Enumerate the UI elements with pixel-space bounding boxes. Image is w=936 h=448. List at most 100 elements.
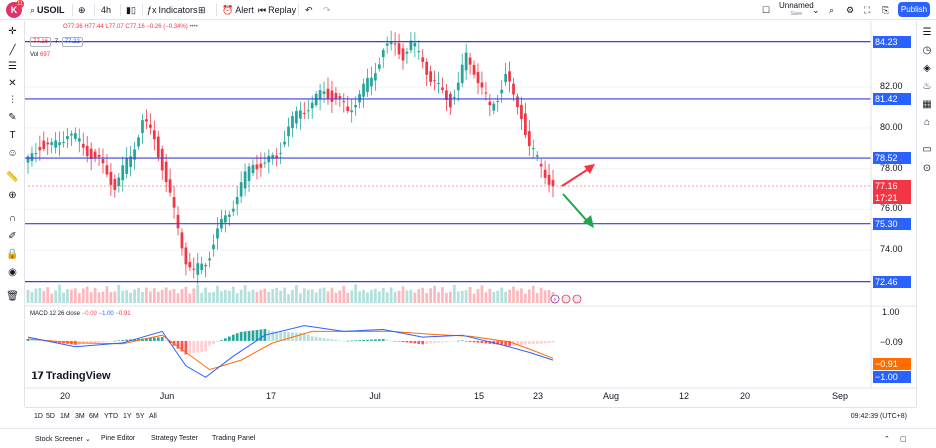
snapshot-button[interactable]: ⎘ <box>882 3 889 17</box>
collapse-panel-button[interactable]: ⌃ <box>884 435 890 443</box>
interval-button[interactable]: 4h <box>101 3 111 17</box>
candle-body <box>172 197 176 208</box>
symbol-search-button[interactable]: ⌕ USOIL <box>30 3 65 17</box>
crosshair-icon[interactable]: ✛ <box>8 26 17 37</box>
replay-button[interactable]: ⏮ Replay <box>258 3 296 17</box>
magnet-icon[interactable]: ∩ <box>8 213 17 224</box>
square-icon: ☐ <box>762 4 771 15</box>
publish-button[interactable]: Publish <box>898 2 930 17</box>
layout-checkbox[interactable]: ☐ <box>762 3 770 17</box>
price-tick-label: 78.00 <box>880 162 903 173</box>
range-button-5d[interactable]: 5D <box>46 413 55 420</box>
candle-body <box>310 102 314 109</box>
volume-bar <box>350 290 354 303</box>
fullscreen-button[interactable]: ⛶ <box>864 3 870 17</box>
indicators-button[interactable]: ƒx Indicators <box>147 3 198 17</box>
undo-button[interactable]: ↶ <box>305 3 313 17</box>
tradingview-logo[interactable]: 𝟭𝟳 TradingView <box>31 370 111 382</box>
volume-bar <box>480 285 484 303</box>
chart-type-button[interactable]: ▮▯ <box>126 3 136 17</box>
calendar-icon[interactable]: ▦ <box>922 98 932 110</box>
candle-body <box>145 119 148 122</box>
candle-body <box>73 133 77 139</box>
volume-bar <box>30 292 34 303</box>
candle-body <box>484 92 488 94</box>
range-button-ytd[interactable]: YTD <box>104 413 118 420</box>
layers-icon[interactable]: ◈ <box>923 62 931 74</box>
range-button-1y[interactable]: 1Y <box>123 413 132 420</box>
eye-icon[interactable]: ◉ <box>8 267 17 278</box>
redo-button[interactable]: ↷ <box>323 3 331 17</box>
quick-search-button[interactable]: ⌕ <box>829 3 834 17</box>
bid-chip[interactable]: 77.16 <box>30 37 52 47</box>
candle-body <box>93 151 97 158</box>
range-button-all[interactable]: All <box>149 413 157 420</box>
candle-body <box>231 208 235 212</box>
brush-icon[interactable]: ✎ <box>8 112 17 123</box>
grid <box>25 86 871 251</box>
volume-bar <box>283 287 286 303</box>
volume-bar <box>338 290 342 303</box>
settings-button[interactable]: ⚙ <box>846 3 854 17</box>
lock-icon[interactable]: 🔒 <box>6 249 19 260</box>
fib-retracement-icon[interactable]: ☰ <box>8 61 17 72</box>
volume-bar <box>129 292 133 303</box>
text-icon[interactable]: T <box>9 130 16 141</box>
chat-icon[interactable]: ▭ <box>922 143 932 155</box>
trend-line-icon[interactable]: ╱ <box>9 45 16 56</box>
macd-histogram-bar <box>302 332 306 341</box>
layout-dropdown[interactable]: ⌄ <box>812 3 820 17</box>
macd-histogram-bar <box>160 337 164 341</box>
volume-bar <box>472 293 476 303</box>
ask-chip[interactable]: 77.22 <box>61 37 83 47</box>
pine-editor-tab[interactable]: Pine Editor <box>101 435 135 442</box>
candle-body <box>330 90 334 102</box>
layout-name-button[interactable]: Unnamed Save <box>779 2 814 18</box>
notification-badge: 11 <box>16 0 24 8</box>
event-flag-icon <box>561 294 571 304</box>
trash-icon[interactable]: 🗑 <box>6 291 19 302</box>
range-button-3m[interactable]: 3M <box>75 413 85 420</box>
layouts-button[interactable]: ⊞ <box>198 3 206 17</box>
candle-body <box>58 142 61 146</box>
range-button-1m[interactable]: 1M <box>60 413 70 420</box>
watchlist-icon[interactable]: ☰ <box>922 26 932 38</box>
candle-body <box>500 89 504 94</box>
stock-screener-tab[interactable]: Stock Screener ⌄ <box>35 435 91 443</box>
ruler-icon[interactable]: 📏 <box>6 172 19 183</box>
macd-histogram-bar <box>148 337 152 341</box>
alert-button[interactable]: ⏰ Alert <box>222 3 254 17</box>
trading-panel-tab[interactable]: Trading Panel <box>212 435 255 442</box>
maximize-panel-button[interactable]: ▢ <box>900 435 907 443</box>
macd-histogram-bar <box>366 339 369 341</box>
gear-icon: ⚙ <box>846 4 855 15</box>
hotlist-flame-icon[interactable]: ♨ <box>922 80 932 92</box>
volume-bar <box>492 291 496 303</box>
zoom-icon[interactable]: ⊕ <box>8 190 17 201</box>
candle-body <box>152 130 156 140</box>
emoji-icon[interactable]: ☺ <box>7 148 18 159</box>
macd-histogram-bar <box>184 340 188 355</box>
alerts-clock-icon[interactable]: ◷ <box>922 44 932 56</box>
compare-button[interactable]: ⊕ <box>78 3 86 17</box>
more-icon[interactable]: •••• <box>189 24 198 30</box>
last-price-value: 77.16 <box>875 181 898 191</box>
range-button-5y[interactable]: 5Y <box>136 413 145 420</box>
macd-line-tag: −1.00 <box>873 371 911 383</box>
macd-histogram-bar <box>306 334 310 341</box>
ideas-icon[interactable]: ⌂ <box>923 116 931 128</box>
range-button-1d[interactable]: 1D <box>34 413 43 420</box>
candle-body <box>527 131 531 147</box>
pattern-icon[interactable]: ✕ <box>8 78 17 89</box>
lock-drawing-icon[interactable]: ✐ <box>8 231 17 242</box>
right-toolbar: ☰ ◷ ◈ ♨ ▦ ⌂ ▭ ⊙ <box>916 21 936 407</box>
strategy-tester-tab[interactable]: Strategy Tester <box>151 435 198 442</box>
volume-bar <box>133 289 136 303</box>
macd-histogram-bar <box>385 339 389 341</box>
forecast-icon[interactable]: ⫶ <box>11 95 14 106</box>
clock[interactable]: 09:42:39 (UTC+8) <box>850 413 907 420</box>
notifications-icon[interactable]: ⊙ <box>922 162 932 174</box>
grid-icon: ⊞ <box>198 4 206 15</box>
range-button-6m[interactable]: 6M <box>89 413 99 420</box>
